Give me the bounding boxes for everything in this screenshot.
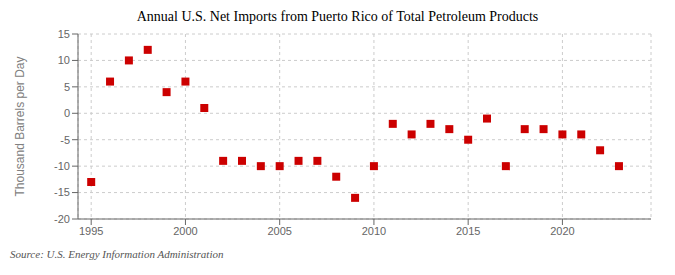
svg-text:5: 5 xyxy=(64,81,70,93)
svg-text:1995: 1995 xyxy=(79,225,103,237)
svg-text:-15: -15 xyxy=(54,186,70,198)
svg-text:Thousand Barrels per Day: Thousand Barrels per Day xyxy=(13,56,27,196)
svg-text:10: 10 xyxy=(58,54,70,66)
svg-text:2015: 2015 xyxy=(456,225,480,237)
svg-text:2005: 2005 xyxy=(267,225,291,237)
svg-text:-5: -5 xyxy=(60,134,70,146)
html-text:Source: U.S. Energy Informatio: Source: U.S. Energy Information Administ… xyxy=(10,248,224,260)
html-text:Annual U.S. Net Imports from P: Annual U.S. Net Imports from Puerto Rico… xyxy=(136,9,539,24)
svg-text:2010: 2010 xyxy=(362,225,386,237)
svg-text:0: 0 xyxy=(64,107,70,119)
svg-text:15: 15 xyxy=(58,28,70,40)
svg-text:2020: 2020 xyxy=(550,225,574,237)
svg-text:2000: 2000 xyxy=(173,225,197,237)
svg-text:-10: -10 xyxy=(54,160,70,172)
svg-text:-20: -20 xyxy=(54,213,70,225)
